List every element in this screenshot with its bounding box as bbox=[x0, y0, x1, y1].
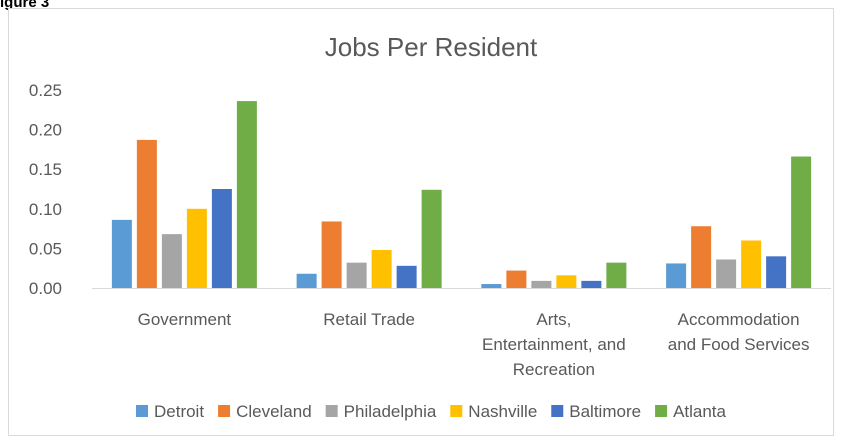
x-category-label: Arts, Entertainment, and Recreation bbox=[482, 310, 626, 379]
x-category-label: Accommodation and Food Services bbox=[668, 310, 810, 354]
bar-cleveland-2 bbox=[506, 270, 527, 288]
legend-label-cleveland: Cleveland bbox=[236, 402, 312, 421]
bar-detroit-1 bbox=[296, 273, 317, 288]
bar-philadelphia-0 bbox=[161, 234, 182, 288]
bar-detroit-3 bbox=[666, 263, 687, 288]
x-category-label: Retail Trade bbox=[323, 310, 415, 329]
x-category-label: Government bbox=[138, 310, 232, 329]
bar-atlanta-3 bbox=[791, 156, 812, 288]
legend-swatch-nashville bbox=[450, 405, 463, 417]
x-axis: Government Retail Trade Arts, Entertainment… bbox=[92, 288, 831, 379]
figure-label-fragment: igure 3 bbox=[0, 0, 50, 11]
y-tick-label: 0.00 bbox=[29, 279, 62, 298]
bar-nashville-3 bbox=[741, 240, 762, 288]
legend-label-atlanta: Atlanta bbox=[673, 402, 726, 421]
bar-nashville-1 bbox=[371, 249, 392, 288]
bar-nashville-2 bbox=[556, 275, 577, 288]
bars bbox=[111, 101, 812, 288]
bar-cleveland-1 bbox=[321, 221, 342, 288]
bar-philadelphia-2 bbox=[531, 280, 552, 288]
y-tick-label: 0.20 bbox=[29, 121, 62, 140]
chart-title: Jobs Per Resident bbox=[325, 32, 538, 62]
y-axis: 0.00 0.05 0.10 0.15 0.20 0.25 bbox=[29, 81, 62, 298]
legend-label-nashville: Nashville bbox=[468, 402, 537, 421]
bar-atlanta-2 bbox=[606, 262, 627, 288]
bar-philadelphia-3 bbox=[716, 259, 737, 288]
legend-swatch-philadelphia bbox=[325, 405, 338, 417]
bar-baltimore-1 bbox=[396, 265, 417, 288]
legend-swatch-atlanta bbox=[655, 405, 668, 417]
bar-nashville-0 bbox=[186, 208, 207, 288]
legend-label-philadelphia: Philadelphia bbox=[344, 402, 437, 421]
bar-baltimore-0 bbox=[211, 189, 232, 288]
bar-detroit-0 bbox=[111, 219, 132, 288]
bar-atlanta-0 bbox=[236, 101, 257, 288]
legend-swatch-detroit bbox=[135, 405, 148, 417]
legend: Detroit Cleveland Philadelphia Nashville Bal… bbox=[135, 402, 727, 421]
legend-label-baltimore: Baltimore bbox=[569, 402, 641, 421]
legend-swatch-baltimore bbox=[551, 405, 564, 417]
bar-cleveland-0 bbox=[136, 139, 157, 288]
bar-philadelphia-1 bbox=[346, 262, 367, 288]
y-tick-label: 0.05 bbox=[29, 239, 62, 258]
y-tick-label: 0.15 bbox=[29, 160, 62, 179]
y-tick-label: 0.10 bbox=[29, 200, 62, 219]
bar-detroit-2 bbox=[481, 284, 502, 288]
legend-label-detroit: Detroit bbox=[154, 402, 204, 421]
legend-swatch-cleveland bbox=[218, 405, 231, 417]
bar-baltimore-3 bbox=[766, 256, 787, 288]
bar-baltimore-2 bbox=[581, 280, 602, 288]
bar-cleveland-3 bbox=[691, 226, 712, 288]
y-tick-label: 0.25 bbox=[29, 81, 62, 100]
bar-atlanta-1 bbox=[421, 189, 442, 288]
